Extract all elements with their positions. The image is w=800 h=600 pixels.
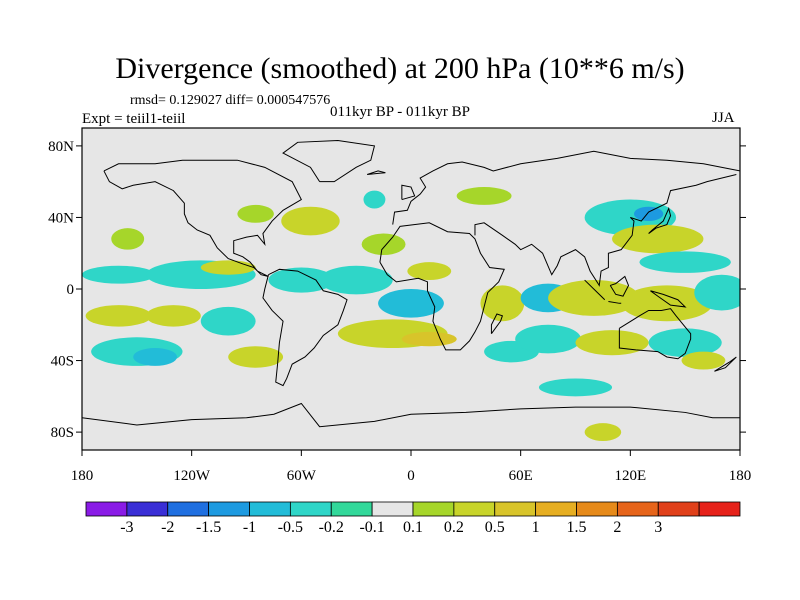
colorbar-swatch: [126, 501, 169, 517]
period-subtitle: 011kyr BP - 011kyr BP: [330, 104, 471, 120]
colorbar-label: 0.1: [403, 519, 423, 536]
colorbar-swatch: [85, 501, 128, 517]
lat-tick-label: 40N: [48, 210, 74, 226]
stats-text: rmsd= 0.129027 diff= 0.000547576: [130, 93, 331, 108]
experiment-label: Expt = teiil1-teiil: [82, 111, 186, 127]
coastline: [714, 356, 737, 372]
field-blob: [82, 265, 156, 284]
colorbar-label: 0.2: [444, 519, 464, 536]
coastline: [366, 170, 386, 176]
colorbar-label: 0.5: [485, 519, 505, 536]
field-blob: [111, 228, 145, 250]
coastline: [618, 308, 692, 360]
colorbar-swatch: [616, 501, 659, 517]
field-blob: [133, 348, 178, 366]
field-blob: [228, 346, 284, 368]
coastline: [609, 275, 630, 297]
field-blob: [548, 280, 640, 316]
colorbar-label: 2: [613, 519, 621, 536]
field-blob: [681, 351, 726, 370]
coastline: [82, 402, 740, 428]
colorbar-swatch: [167, 501, 210, 517]
field-blob: [363, 190, 386, 209]
field-blob: [639, 251, 731, 273]
coastline: [282, 140, 376, 183]
colorbar-swatch: [371, 501, 414, 517]
colorbar-label: 3: [654, 519, 662, 536]
field-blob: [145, 305, 201, 327]
colorbar-swatch: [657, 501, 700, 517]
lon-tick-label: 120E: [614, 468, 646, 484]
field-blob: [480, 285, 525, 322]
coastline: [262, 268, 348, 387]
field-blob: [361, 233, 406, 256]
lat-tick-label: 80S: [51, 425, 74, 441]
field-blob: [538, 378, 613, 397]
colorbar-label: -3: [120, 519, 133, 536]
lon-tick-label: 120W: [173, 468, 211, 484]
field-blob: [621, 285, 713, 322]
field-blob: [515, 324, 581, 354]
coastline: [474, 174, 737, 287]
colorbar-swatch: [289, 501, 332, 517]
coastline: [392, 150, 740, 225]
field-blob: [575, 330, 649, 356]
coastline: [650, 290, 687, 308]
lon-tick-label: 60W: [287, 468, 317, 484]
lon-tick-label: 60E: [509, 468, 533, 484]
field-blob: [378, 289, 444, 318]
lat-tick-label: 0: [67, 282, 75, 298]
colorbar-label: -0.2: [319, 519, 344, 536]
field-blob: [456, 187, 512, 205]
coastline: [379, 222, 505, 351]
coastline: [401, 184, 416, 201]
colorbar: -3 -2 -1.5 -1 -0.5 -0.2 -0.1 0.1 0.2 0.5 1 1.5 2 3: [85, 501, 741, 536]
field-blob: [407, 262, 452, 281]
field-blob: [633, 206, 664, 222]
colorbar-swatch: [330, 501, 373, 517]
colorbar-swatch: [494, 501, 537, 517]
field-blob: [268, 267, 335, 293]
coastline: [584, 279, 606, 301]
colorbar-swatch: [535, 501, 577, 517]
field-blob: [694, 274, 740, 311]
lon-tick-label: 180: [71, 468, 94, 484]
coastline: [608, 301, 622, 304]
field-blob: [319, 265, 393, 295]
lat-tick-label: 80N: [48, 139, 74, 155]
colorbar-swatch: [208, 501, 250, 517]
coastline: [103, 159, 302, 277]
colorbar-swatch: [412, 501, 455, 517]
lon-tick-label: 180: [729, 468, 752, 484]
axis-ticks: 80N 40N 0 40S 80S 180 120W 60W 0 60E 120E 180: [48, 139, 751, 484]
field-blob: [401, 331, 457, 347]
colorbar-label: -1: [243, 519, 256, 536]
field-blob: [200, 306, 256, 336]
colorbar-label: -1.5: [196, 519, 221, 536]
lon-tick-label: 0: [407, 468, 415, 484]
colorbar-label: 1.5: [567, 519, 587, 536]
field-blob: [584, 423, 622, 442]
colorbar-label: 1: [532, 519, 540, 536]
field-blob: [612, 224, 704, 254]
coastline: [648, 206, 672, 234]
colorbar-label: -2: [161, 519, 174, 536]
season-label: JJA: [712, 110, 735, 126]
field-blob: [281, 206, 340, 236]
colorbar-swatch: [576, 501, 618, 517]
field-blob: [648, 328, 722, 357]
field-blob: [237, 204, 274, 223]
colorbar-swatch: [453, 501, 496, 517]
lat-tick-label: 40S: [51, 354, 74, 370]
coastlines: [82, 140, 740, 428]
field-blob: [85, 305, 152, 327]
colorbar-label: -0.1: [359, 519, 384, 536]
colorbar-swatch: [698, 501, 741, 517]
colorbar-label: -0.5: [278, 519, 303, 536]
coastline: [490, 313, 504, 335]
colorbar-swatch: [249, 501, 291, 517]
chart-title: Divergence (smoothed) at 200 hPa (10**6 …: [115, 52, 685, 85]
field-blob: [200, 260, 256, 275]
